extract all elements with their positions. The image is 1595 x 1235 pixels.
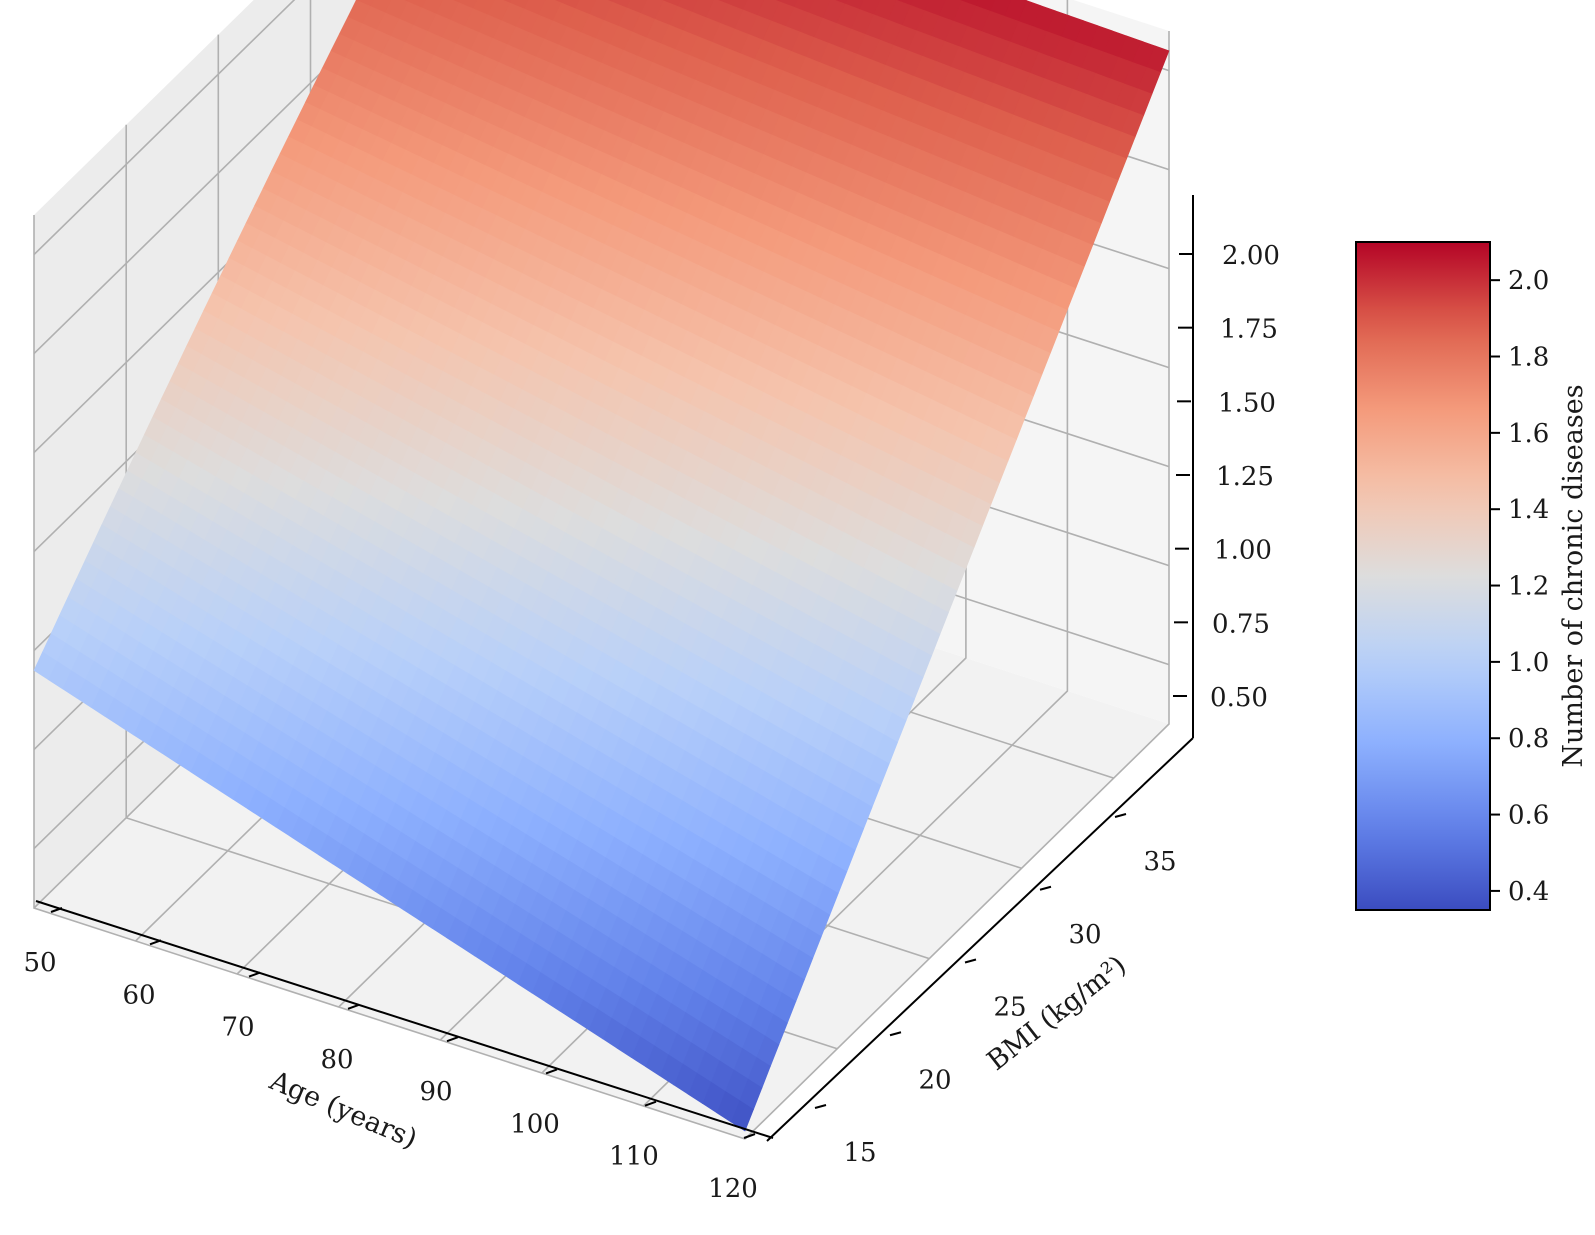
y-tick-label: 30 (1068, 920, 1101, 950)
z-tick-label: 0.75 (1212, 609, 1270, 639)
grid-line-z (33, 0, 1170, 256)
colorbar-tick-label: 1.6 (1508, 419, 1549, 449)
z-tick-label: 2.00 (1222, 241, 1280, 271)
grid-line-x (744, 31, 1170, 1140)
y-tick-label: 15 (843, 1138, 876, 1168)
colorbar-tick-label: 1.0 (1508, 648, 1549, 678)
z-tick-label: 1.00 (1214, 536, 1272, 566)
x-tick-label: 60 (122, 980, 155, 1010)
y-axis-line (766, 737, 1194, 1142)
colorbar-tick-label: 1.4 (1508, 495, 1549, 525)
y-tick (1039, 885, 1052, 891)
z-tick-label: 1.75 (1220, 315, 1278, 345)
x-tick-label: 70 (221, 1013, 254, 1043)
x-tick (743, 1133, 756, 1139)
surface-plot (33, 0, 1170, 1132)
y-tick-label: 35 (1143, 847, 1176, 877)
x-tick (644, 1100, 657, 1107)
x-tick-label: 100 (510, 1109, 560, 1139)
grid-line-y (33, 215, 746, 1140)
x-tick-label: 80 (320, 1045, 353, 1075)
x-tick-label: 110 (609, 1142, 659, 1172)
y-tick (814, 1104, 827, 1109)
x-tick-label: 90 (419, 1077, 452, 1107)
x-tick-label: 50 (23, 948, 56, 978)
y-tick-label: 25 (993, 993, 1026, 1023)
tick-labels: 50 60 70 80 90 100 110 120 15 20 25 30 35 0.50 0.75 1.0… (23, 241, 1279, 1204)
x-tick (149, 939, 162, 946)
colorbar-tick-label: 1.2 (1508, 572, 1549, 602)
x-tick (446, 1036, 459, 1043)
colorbar: 0.4 0.6 0.8 1.0 1.2 1.4 1.6 1.8 2.0 Number of ch… (1355, 241, 1589, 911)
x-tick-label: 120 (708, 1174, 758, 1204)
tick-marks (50, 253, 1193, 1139)
x-tick (248, 971, 261, 978)
x-tick (50, 907, 63, 913)
colorbar-tick-label: 2.0 (1508, 266, 1549, 296)
z-tick-label: 1.25 (1216, 462, 1274, 492)
surface-patch (33, 651, 58, 681)
colorbar-title: Number of chronic diseases (1558, 384, 1589, 767)
colorbar-tick-label: 0.4 (1508, 877, 1549, 907)
x-tick (545, 1068, 558, 1075)
x-tick (347, 1003, 360, 1010)
y-tick (1114, 813, 1127, 818)
y-tick (889, 1031, 902, 1037)
colorbar-strip (1355, 241, 1491, 911)
colorbar-tick-label: 1.8 (1508, 343, 1549, 373)
colorbar-tick-label: 0.6 (1508, 801, 1549, 831)
colorbar-ticks: 0.4 0.6 0.8 1.0 1.2 1.4 1.6 1.8 2.0 (1490, 266, 1549, 907)
y-tick (964, 958, 977, 964)
y-tick-label: 20 (918, 1065, 951, 1095)
z-tick-label: 1.50 (1218, 388, 1276, 418)
colorbar-tick-label: 0.8 (1508, 724, 1549, 754)
x-axis-title: Age (years) (264, 1065, 421, 1155)
z-tick-label: 0.50 (1210, 683, 1268, 713)
